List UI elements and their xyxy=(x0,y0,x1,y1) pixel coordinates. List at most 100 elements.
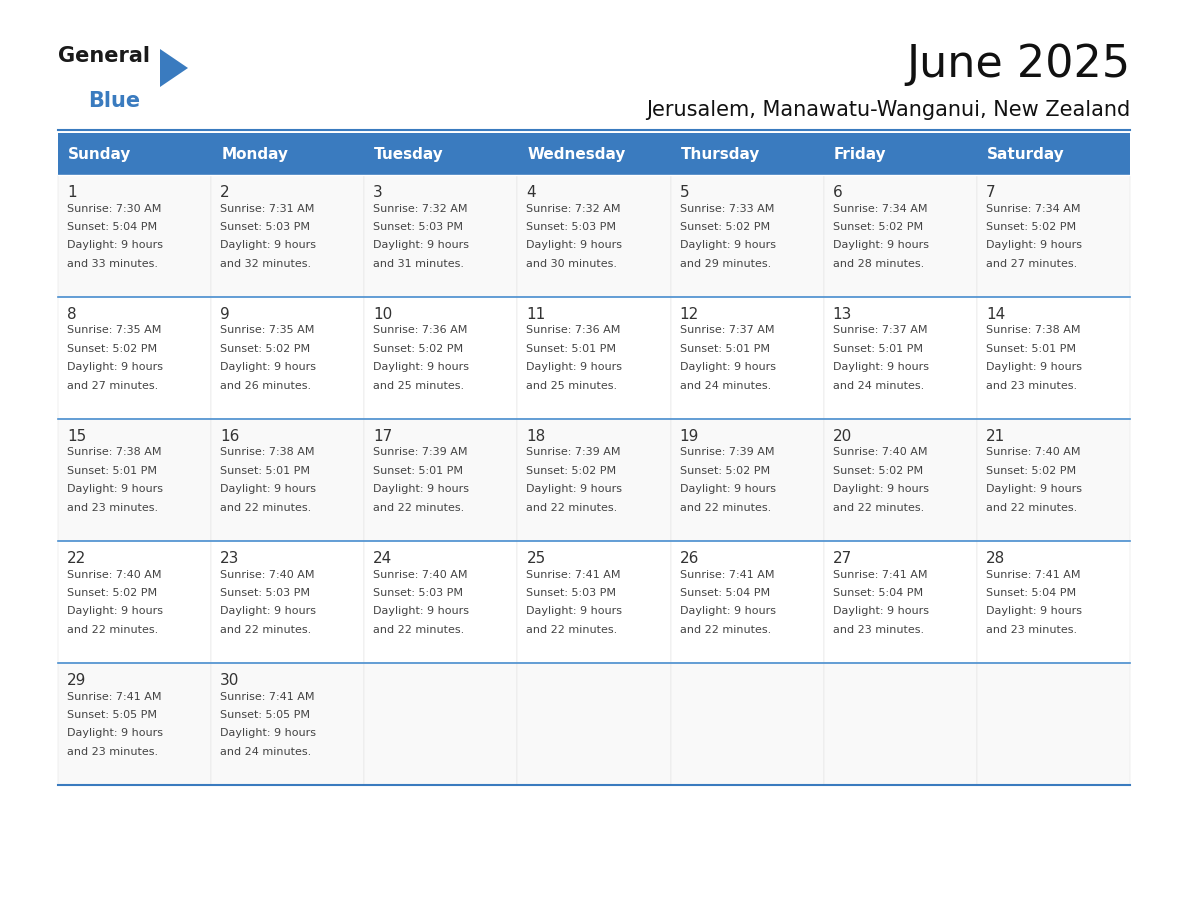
Bar xyxy=(365,297,518,419)
Text: Sunrise: 7:40 AM: Sunrise: 7:40 AM xyxy=(220,569,315,579)
Text: and 32 minutes.: and 32 minutes. xyxy=(220,259,311,269)
Text: Sunset: 5:05 PM: Sunset: 5:05 PM xyxy=(67,710,157,720)
Text: 11: 11 xyxy=(526,307,545,322)
Text: Monday: Monday xyxy=(221,147,289,162)
Text: Daylight: 9 hours: Daylight: 9 hours xyxy=(833,485,929,495)
Text: and 24 minutes.: and 24 minutes. xyxy=(833,381,924,391)
Text: 18: 18 xyxy=(526,429,545,444)
Text: Daylight: 9 hours: Daylight: 9 hours xyxy=(67,485,163,495)
Text: 16: 16 xyxy=(220,429,240,444)
Bar xyxy=(823,175,977,297)
Text: Sunset: 5:04 PM: Sunset: 5:04 PM xyxy=(67,222,157,232)
Text: Daylight: 9 hours: Daylight: 9 hours xyxy=(373,241,469,251)
Text: Tuesday: Tuesday xyxy=(374,147,444,162)
Text: Sunset: 5:02 PM: Sunset: 5:02 PM xyxy=(833,466,923,476)
Text: Daylight: 9 hours: Daylight: 9 hours xyxy=(526,485,623,495)
Bar xyxy=(823,541,977,663)
Text: Daylight: 9 hours: Daylight: 9 hours xyxy=(67,241,163,251)
Text: 13: 13 xyxy=(833,307,852,322)
Text: Wednesday: Wednesday xyxy=(527,147,626,162)
Bar xyxy=(977,133,1130,175)
Text: 2: 2 xyxy=(220,185,229,200)
Bar xyxy=(211,663,365,785)
Text: 30: 30 xyxy=(220,673,240,688)
Text: Sunrise: 7:41 AM: Sunrise: 7:41 AM xyxy=(220,691,315,701)
Text: Sunset: 5:01 PM: Sunset: 5:01 PM xyxy=(220,466,310,476)
Text: Sunset: 5:02 PM: Sunset: 5:02 PM xyxy=(220,344,310,354)
Text: Sunset: 5:01 PM: Sunset: 5:01 PM xyxy=(833,344,923,354)
Text: Sunrise: 7:41 AM: Sunrise: 7:41 AM xyxy=(67,691,162,701)
Text: 1: 1 xyxy=(67,185,76,200)
Bar xyxy=(823,663,977,785)
Text: Sunset: 5:03 PM: Sunset: 5:03 PM xyxy=(373,222,463,232)
Text: and 22 minutes.: and 22 minutes. xyxy=(220,503,311,513)
Text: Sunrise: 7:41 AM: Sunrise: 7:41 AM xyxy=(833,569,927,579)
Text: Sunrise: 7:41 AM: Sunrise: 7:41 AM xyxy=(680,569,775,579)
Text: Sunset: 5:01 PM: Sunset: 5:01 PM xyxy=(67,466,157,476)
Text: Daylight: 9 hours: Daylight: 9 hours xyxy=(833,241,929,251)
Text: Sunset: 5:04 PM: Sunset: 5:04 PM xyxy=(986,588,1076,598)
Bar xyxy=(670,419,823,541)
Text: 10: 10 xyxy=(373,307,392,322)
Text: Daylight: 9 hours: Daylight: 9 hours xyxy=(680,363,776,373)
Text: Daylight: 9 hours: Daylight: 9 hours xyxy=(526,363,623,373)
Text: 5: 5 xyxy=(680,185,689,200)
Text: Daylight: 9 hours: Daylight: 9 hours xyxy=(67,729,163,738)
Text: Sunset: 5:03 PM: Sunset: 5:03 PM xyxy=(220,588,310,598)
Text: Daylight: 9 hours: Daylight: 9 hours xyxy=(986,241,1082,251)
Text: Sunset: 5:02 PM: Sunset: 5:02 PM xyxy=(67,588,157,598)
Text: 28: 28 xyxy=(986,551,1005,566)
Text: Daylight: 9 hours: Daylight: 9 hours xyxy=(220,363,316,373)
Polygon shape xyxy=(160,49,188,87)
Text: 19: 19 xyxy=(680,429,699,444)
Text: General: General xyxy=(58,46,150,66)
Text: and 22 minutes.: and 22 minutes. xyxy=(67,625,158,635)
Text: 29: 29 xyxy=(67,673,87,688)
Text: Sunrise: 7:41 AM: Sunrise: 7:41 AM xyxy=(986,569,1080,579)
Text: Sunrise: 7:40 AM: Sunrise: 7:40 AM xyxy=(986,447,1080,457)
Text: Sunset: 5:03 PM: Sunset: 5:03 PM xyxy=(526,588,617,598)
Text: Sunset: 5:02 PM: Sunset: 5:02 PM xyxy=(680,222,770,232)
Bar xyxy=(58,663,211,785)
Text: 12: 12 xyxy=(680,307,699,322)
Text: 27: 27 xyxy=(833,551,852,566)
Text: Sunrise: 7:38 AM: Sunrise: 7:38 AM xyxy=(67,447,162,457)
Text: Sunrise: 7:40 AM: Sunrise: 7:40 AM xyxy=(833,447,927,457)
Text: Sunrise: 7:37 AM: Sunrise: 7:37 AM xyxy=(833,326,927,335)
Text: and 23 minutes.: and 23 minutes. xyxy=(986,625,1078,635)
Text: Sunrise: 7:37 AM: Sunrise: 7:37 AM xyxy=(680,326,775,335)
Text: Sunrise: 7:36 AM: Sunrise: 7:36 AM xyxy=(526,326,621,335)
Text: and 28 minutes.: and 28 minutes. xyxy=(833,259,924,269)
Bar xyxy=(211,133,365,175)
Text: Sunrise: 7:33 AM: Sunrise: 7:33 AM xyxy=(680,204,773,214)
Text: Daylight: 9 hours: Daylight: 9 hours xyxy=(220,241,316,251)
Text: Friday: Friday xyxy=(834,147,886,162)
Text: Sunset: 5:02 PM: Sunset: 5:02 PM xyxy=(986,466,1076,476)
Text: Sunrise: 7:39 AM: Sunrise: 7:39 AM xyxy=(680,447,775,457)
Text: Sunset: 5:02 PM: Sunset: 5:02 PM xyxy=(833,222,923,232)
Text: Daylight: 9 hours: Daylight: 9 hours xyxy=(680,241,776,251)
Text: 3: 3 xyxy=(373,185,383,200)
Text: Sunset: 5:02 PM: Sunset: 5:02 PM xyxy=(526,466,617,476)
Text: 23: 23 xyxy=(220,551,240,566)
Text: 8: 8 xyxy=(67,307,76,322)
Text: and 22 minutes.: and 22 minutes. xyxy=(526,625,618,635)
Bar xyxy=(670,541,823,663)
Bar xyxy=(670,175,823,297)
Text: and 22 minutes.: and 22 minutes. xyxy=(373,625,465,635)
Bar xyxy=(670,133,823,175)
Text: 6: 6 xyxy=(833,185,842,200)
Bar xyxy=(365,541,518,663)
Text: Sunrise: 7:34 AM: Sunrise: 7:34 AM xyxy=(833,204,927,214)
Text: and 22 minutes.: and 22 minutes. xyxy=(373,503,465,513)
Text: Daylight: 9 hours: Daylight: 9 hours xyxy=(67,363,163,373)
Text: Saturday: Saturday xyxy=(987,147,1064,162)
Bar xyxy=(58,541,211,663)
Bar xyxy=(365,419,518,541)
Bar xyxy=(518,175,670,297)
Bar xyxy=(365,663,518,785)
Text: Thursday: Thursday xyxy=(681,147,760,162)
Text: 9: 9 xyxy=(220,307,230,322)
Text: Blue: Blue xyxy=(88,91,140,111)
Text: and 23 minutes.: and 23 minutes. xyxy=(67,503,158,513)
